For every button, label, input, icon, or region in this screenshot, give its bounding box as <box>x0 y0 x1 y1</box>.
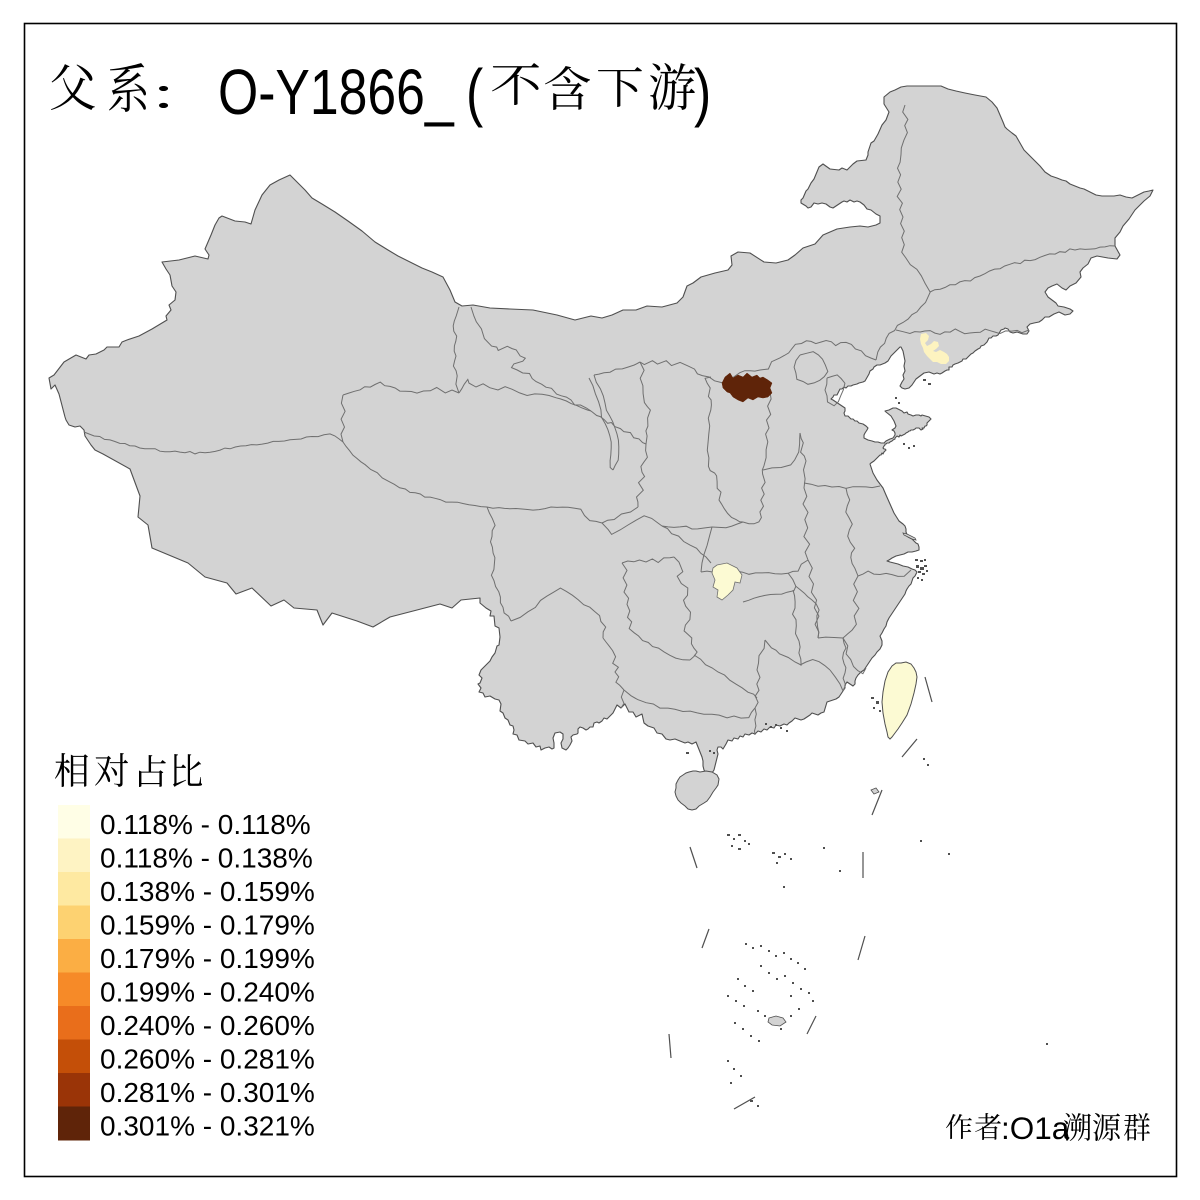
svg-text:0.138% - 0.159%: 0.138% - 0.159% <box>100 876 315 907</box>
svg-text:0.179% - 0.199%: 0.179% - 0.199% <box>100 943 315 974</box>
svg-text:0.260% - 0.281%: 0.260% - 0.281% <box>100 1044 315 1075</box>
svg-text::O1a: :O1a <box>1001 1110 1070 1146</box>
svg-text:0.240% - 0.260%: 0.240% - 0.260% <box>100 1010 315 1041</box>
svg-text:0.199% - 0.240%: 0.199% - 0.240% <box>100 977 315 1008</box>
svg-text:0.118% - 0.118%: 0.118% - 0.118% <box>100 809 311 840</box>
svg-text:(: ( <box>466 57 484 129</box>
svg-text:O-Y1866_: O-Y1866_ <box>218 57 454 129</box>
svg-text:): ) <box>694 57 711 129</box>
svg-text:0.159% - 0.179%: 0.159% - 0.179% <box>100 910 315 941</box>
svg-text:0.118% - 0.138%: 0.118% - 0.138% <box>100 843 313 874</box>
svg-text:0.301% - 0.321%: 0.301% - 0.321% <box>100 1111 315 1142</box>
svg-text:0.281% - 0.301%: 0.281% - 0.301% <box>100 1077 315 1108</box>
